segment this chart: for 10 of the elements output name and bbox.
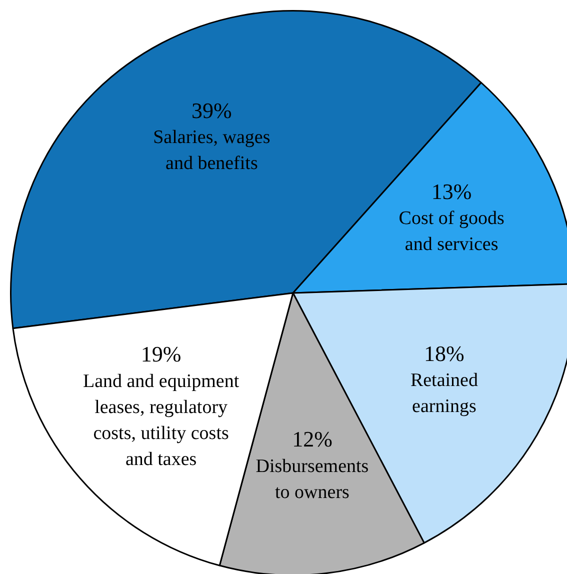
slice-label: Salaries, wages and benefits bbox=[153, 127, 270, 174]
data-label: 13% bbox=[431, 178, 472, 204]
data-label: 12% bbox=[292, 426, 332, 452]
slice-label: Retained earnings bbox=[410, 370, 478, 418]
data-label: 18% bbox=[424, 340, 464, 366]
slice-label: Land and equipment leases, regulatory costs, utility costs and taxes bbox=[82, 370, 240, 470]
data-label: 19% bbox=[140, 342, 182, 367]
slice-label: Disbursements to owners bbox=[256, 456, 369, 503]
data-label: 39% bbox=[192, 98, 232, 123]
slice-label: Cost of goods and services bbox=[398, 208, 504, 255]
